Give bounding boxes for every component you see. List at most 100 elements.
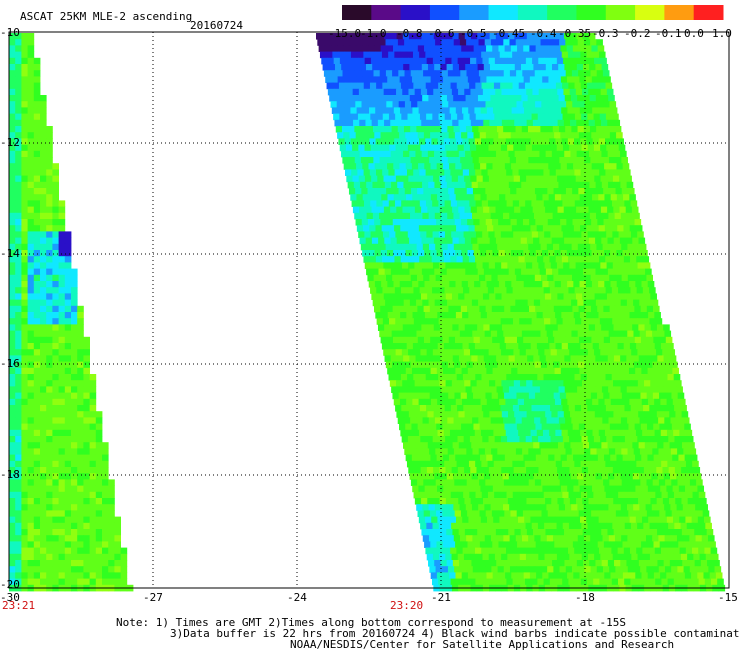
swath-cell bbox=[601, 529, 608, 536]
swath-cell bbox=[589, 355, 596, 362]
swath-cell bbox=[668, 553, 676, 561]
swath-cell bbox=[610, 541, 617, 548]
swath-cell bbox=[15, 355, 22, 362]
swath-cell bbox=[366, 126, 374, 133]
swath-cell bbox=[504, 454, 512, 462]
swath-cell bbox=[15, 200, 22, 207]
swath-cell bbox=[58, 343, 66, 350]
swath-cell bbox=[415, 119, 422, 127]
swath-cell bbox=[508, 442, 516, 449]
swath-cell bbox=[555, 82, 563, 90]
swath-cell bbox=[450, 547, 457, 555]
swath-cell bbox=[540, 330, 548, 338]
swath-cell bbox=[538, 88, 546, 96]
swath-cell bbox=[445, 206, 453, 214]
swath-cell bbox=[470, 498, 478, 505]
swath-cell bbox=[27, 318, 35, 325]
swath-cell bbox=[686, 436, 694, 443]
swath-cell bbox=[473, 250, 481, 257]
swath-cell bbox=[530, 460, 538, 468]
swath-cell bbox=[448, 541, 456, 548]
swath-cell bbox=[535, 454, 543, 462]
swath-cell bbox=[411, 367, 419, 375]
swath-cell bbox=[558, 268, 565, 276]
swath-cell bbox=[563, 411, 571, 418]
swath-cell bbox=[9, 188, 16, 195]
swath-cell bbox=[477, 150, 485, 158]
swath-cell bbox=[64, 541, 72, 548]
swath-cell bbox=[575, 57, 583, 65]
swath-cell bbox=[491, 392, 499, 400]
swath-cell bbox=[102, 566, 109, 573]
swath-cell bbox=[417, 274, 424, 282]
swath-cell bbox=[506, 460, 513, 468]
swath-cell bbox=[500, 522, 508, 530]
swath-cell bbox=[580, 138, 587, 145]
swath-cell bbox=[582, 442, 590, 449]
swath-cell bbox=[586, 138, 594, 145]
swath-cell bbox=[425, 82, 433, 90]
swath-cell bbox=[591, 541, 599, 548]
swath-cell bbox=[483, 268, 491, 276]
swath-cell bbox=[15, 312, 22, 319]
swath-cell bbox=[539, 324, 546, 331]
swath-cell bbox=[21, 318, 28, 325]
swath-cell bbox=[557, 324, 565, 331]
swath-cell bbox=[347, 33, 354, 40]
swath-cell bbox=[397, 268, 404, 276]
swath-cell bbox=[630, 374, 637, 381]
swath-cell bbox=[520, 88, 527, 96]
swath-cell bbox=[525, 405, 532, 412]
swath-cell bbox=[422, 504, 429, 511]
swath-cell bbox=[102, 560, 109, 567]
swath-cell bbox=[646, 392, 654, 400]
swath-cell bbox=[527, 64, 534, 71]
swath-cell bbox=[630, 405, 638, 412]
swath-cell bbox=[529, 305, 536, 313]
swath-cell bbox=[525, 318, 533, 325]
swath-cell bbox=[536, 107, 544, 114]
swath-cell bbox=[576, 473, 584, 480]
swath-cell bbox=[64, 578, 72, 586]
swath-cell bbox=[40, 144, 47, 152]
swath-cell bbox=[52, 541, 59, 548]
swath-cell bbox=[441, 157, 449, 164]
swath-cell bbox=[46, 417, 53, 424]
swath-cell bbox=[423, 479, 430, 486]
swath-cell bbox=[478, 70, 486, 77]
swath-cell bbox=[602, 535, 610, 542]
swath-cell bbox=[405, 219, 412, 226]
swath-cell bbox=[9, 262, 16, 269]
swath-cell bbox=[466, 70, 474, 77]
swath-cell bbox=[639, 504, 646, 511]
swath-cell bbox=[114, 572, 121, 579]
swath-cell bbox=[501, 324, 509, 331]
swath-cell bbox=[326, 51, 333, 59]
swath-cell bbox=[543, 200, 551, 207]
swath-cell bbox=[427, 150, 435, 158]
swath-cell bbox=[558, 95, 566, 102]
swath-cell bbox=[21, 225, 28, 232]
swath-cell bbox=[83, 560, 90, 567]
swath-cell bbox=[429, 70, 436, 77]
swath-cell bbox=[384, 33, 391, 40]
swath-cell bbox=[363, 82, 371, 90]
swath-cell bbox=[21, 491, 28, 499]
swath-cell bbox=[487, 138, 494, 145]
swath-cell bbox=[583, 386, 590, 393]
swath-cell bbox=[374, 163, 382, 170]
swath-cell bbox=[532, 206, 540, 214]
swath-cell bbox=[385, 299, 392, 307]
swath-cell bbox=[512, 405, 520, 412]
swath-cell bbox=[635, 454, 642, 462]
swath-cell bbox=[569, 349, 576, 356]
swath-cell bbox=[622, 510, 629, 517]
swath-cell bbox=[680, 553, 688, 561]
swath-cell bbox=[591, 45, 599, 52]
swath-cell bbox=[652, 330, 659, 338]
swath-cell bbox=[645, 386, 652, 393]
swath-cell bbox=[390, 268, 398, 276]
swath-cell bbox=[371, 206, 379, 214]
swath-cell bbox=[534, 70, 542, 77]
swath-cell bbox=[440, 504, 448, 511]
